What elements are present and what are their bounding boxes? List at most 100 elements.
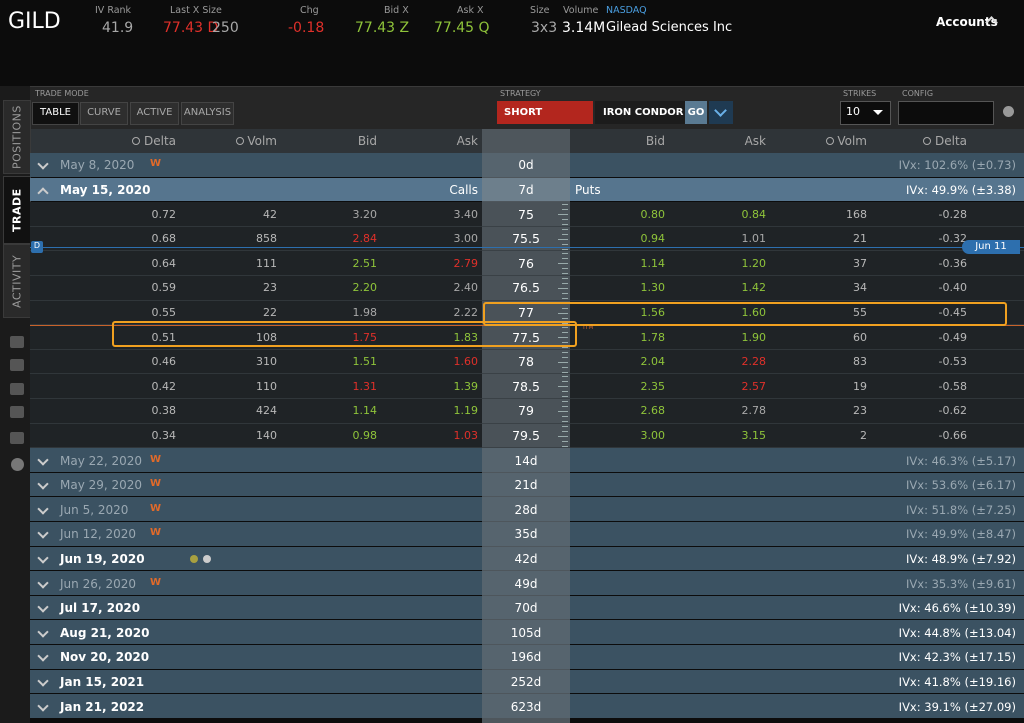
- expiration-date[interactable]: Jan 21, 2022: [60, 700, 145, 714]
- side-icon[interactable]: [10, 383, 24, 395]
- call-cell[interactable]: 0.68: [151, 232, 177, 245]
- expiration-row[interactable]: [30, 669, 482, 694]
- put-cell[interactable]: 1.01: [741, 232, 767, 245]
- strategy-select[interactable]: [595, 101, 685, 124]
- expiration-date[interactable]: Jan 15, 2021: [60, 675, 145, 689]
- put-cell[interactable]: 21: [853, 232, 867, 245]
- call-cell[interactable]: 111: [256, 257, 277, 270]
- config-box[interactable]: [898, 101, 994, 125]
- mode-label[interactable]: ANALYSIS: [183, 107, 232, 118]
- call-cell[interactable]: 1.19: [453, 404, 479, 417]
- strike-row[interactable]: [570, 276, 1024, 301]
- expiration-date[interactable]: Jul 17, 2020: [60, 601, 141, 615]
- go[interactable]: GO: [687, 107, 705, 118]
- sort-icon[interactable]: [826, 137, 834, 145]
- expiration-row[interactable]: [30, 177, 482, 202]
- strike-row[interactable]: [30, 399, 482, 424]
- put-cell[interactable]: 168: [846, 208, 867, 221]
- mode-tab[interactable]: [80, 102, 128, 125]
- mode-label[interactable]: ACTIVE: [136, 107, 173, 118]
- put-cell[interactable]: 3.15: [741, 429, 767, 442]
- sort-icon[interactable]: [923, 137, 931, 145]
- strike-row[interactable]: [30, 276, 482, 301]
- call-cell[interactable]: 1.14: [352, 404, 378, 417]
- call-cell[interactable]: 1.51: [352, 355, 378, 368]
- column-label[interactable]: Volm: [247, 134, 277, 148]
- expiration-row[interactable]: [570, 669, 1024, 694]
- put-cell[interactable]: 0.94: [640, 232, 666, 245]
- call-cell[interactable]: 42: [263, 208, 277, 221]
- expiration-date[interactable]: Aug 21, 2020: [60, 626, 150, 640]
- sort-icon[interactable]: [132, 137, 140, 145]
- column-label[interactable]: Bid: [357, 134, 377, 148]
- put-cell[interactable]: 19: [853, 380, 867, 393]
- side-tab[interactable]: POSITIONS: [3, 100, 31, 174]
- put-cell[interactable]: 3.00: [640, 429, 666, 442]
- strike-row[interactable]: [570, 399, 1024, 424]
- expiration-row[interactable]: [570, 546, 1024, 571]
- expiration-row[interactable]: [30, 595, 482, 620]
- put-cell[interactable]: 34: [853, 281, 867, 294]
- call-cell[interactable]: 0.59: [151, 281, 177, 294]
- column-label[interactable]: Delta: [143, 134, 176, 148]
- put-cell[interactable]: -0.32: [938, 232, 967, 245]
- expiration-row[interactable]: [570, 153, 1024, 177]
- put-cell[interactable]: 2: [860, 429, 867, 442]
- expiration-date[interactable]: Nov 20, 2020: [60, 650, 150, 664]
- put-cell[interactable]: -0.49: [938, 331, 967, 344]
- mode-label[interactable]: CURVE: [87, 107, 121, 118]
- dot[interactable]: [203, 555, 211, 563]
- dropdown[interactable]: [709, 101, 733, 124]
- accounts[interactable]: Accounts: [936, 15, 998, 29]
- strike-row[interactable]: [570, 349, 1024, 375]
- call-cell[interactable]: 23: [263, 281, 277, 294]
- expiration-row[interactable]: [30, 645, 482, 669]
- put-cell[interactable]: 1.56: [640, 306, 666, 319]
- expiration-date[interactable]: Jun 19, 2020: [60, 552, 145, 566]
- call-cell[interactable]: 108: [256, 331, 277, 344]
- put-cell[interactable]: 1.42: [741, 281, 767, 294]
- expiration-date[interactable]: Jun 5, 2020: [60, 503, 129, 517]
- call-cell[interactable]: 424: [256, 404, 277, 417]
- expiration-row[interactable]: [570, 645, 1024, 669]
- call-cell[interactable]: 310: [256, 355, 277, 368]
- put-cell[interactable]: 1.78: [640, 331, 666, 344]
- strike-row[interactable]: [570, 251, 1024, 276]
- column-label[interactable]: Bid: [645, 134, 665, 148]
- put-cell[interactable]: 1.30: [640, 281, 666, 294]
- expiration-row[interactable]: [570, 694, 1024, 718]
- config-icon[interactable]: [1003, 106, 1014, 117]
- expiration-date[interactable]: Jun 26, 2020: [60, 577, 137, 591]
- expiration-row[interactable]: [570, 177, 1024, 202]
- expiration-row[interactable]: [570, 571, 1024, 595]
- put-cell[interactable]: 1.90: [741, 331, 767, 344]
- expiration-date[interactable]: Jun 12, 2020: [60, 527, 137, 541]
- selection[interactable]: [112, 321, 577, 347]
- expiration-date[interactable]: May 8, 2020: [60, 158, 135, 172]
- expiration-row[interactable]: [570, 497, 1024, 521]
- expiration-date[interactable]: May 29, 2020: [60, 478, 143, 492]
- call-cell[interactable]: 0.55: [151, 306, 177, 319]
- expiration-row[interactable]: [30, 694, 482, 718]
- expiration-row[interactable]: [30, 153, 482, 177]
- side-tab[interactable]: TRADE: [3, 176, 31, 244]
- call-cell[interactable]: 0.38: [151, 404, 177, 417]
- strike-row[interactable]: [30, 423, 482, 449]
- strike-row[interactable]: [570, 374, 1024, 399]
- side-button[interactable]: [497, 101, 593, 124]
- strike-row[interactable]: [30, 349, 482, 375]
- side-tab[interactable]: ACTIVITY: [3, 244, 31, 318]
- put-cell[interactable]: 2.35: [640, 380, 666, 393]
- put-cell[interactable]: 2.68: [640, 404, 666, 417]
- call-cell[interactable]: 3.00: [453, 232, 479, 245]
- put-cell[interactable]: 37: [853, 257, 867, 270]
- call-cell[interactable]: 1.83: [453, 331, 479, 344]
- expiration-row[interactable]: [570, 620, 1024, 644]
- strike-row[interactable]: [30, 202, 482, 227]
- expiration-row[interactable]: [570, 595, 1024, 620]
- call-cell[interactable]: 140: [256, 429, 277, 442]
- expiration-row[interactable]: [30, 448, 482, 472]
- call-cell[interactable]: 1.31: [352, 380, 378, 393]
- call-cell[interactable]: 0.64: [151, 257, 177, 270]
- column-label[interactable]: Volm: [837, 134, 867, 148]
